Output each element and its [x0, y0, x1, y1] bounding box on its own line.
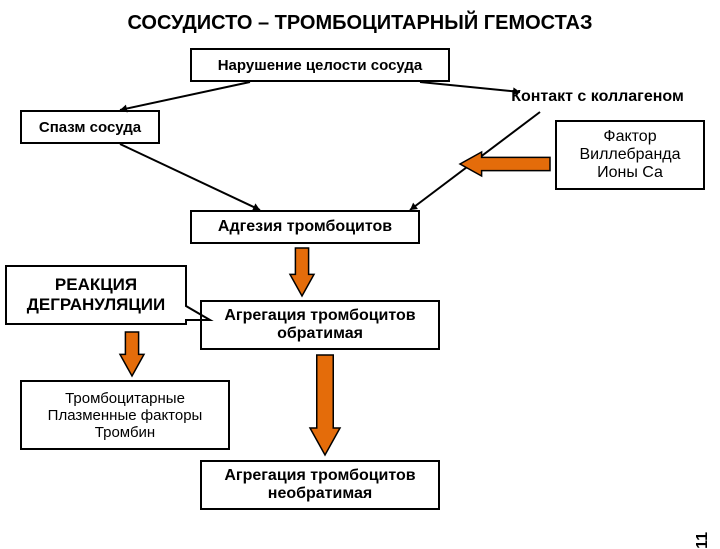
node-n3: Контакт с коллагеном [485, 82, 710, 112]
node-n1: Нарушение целости сосуда [190, 48, 450, 82]
node-n2: Спазм сосуда [20, 110, 160, 144]
node-n7: Агрегация тромбоцитов обратимая [200, 300, 440, 350]
node-n4: Фактор Виллебранда Ионы Са [555, 120, 705, 190]
page-number: 11 [694, 532, 712, 549]
node-n5: Адгезия тромбоцитов [190, 210, 420, 244]
page-title: СОСУДИСТО – ТРОМБОЦИТАРНЫЙ ГЕМОСТАЗ [0, 12, 720, 35]
node-n6: РЕАКЦИЯ ДЕГРАНУЛЯЦИИ [6, 270, 186, 320]
node-n8: Тромбоцитарные Плазменные факторы Тромби… [20, 380, 230, 450]
node-n9: Агрегация тромбоцитов необратимая [200, 460, 440, 510]
